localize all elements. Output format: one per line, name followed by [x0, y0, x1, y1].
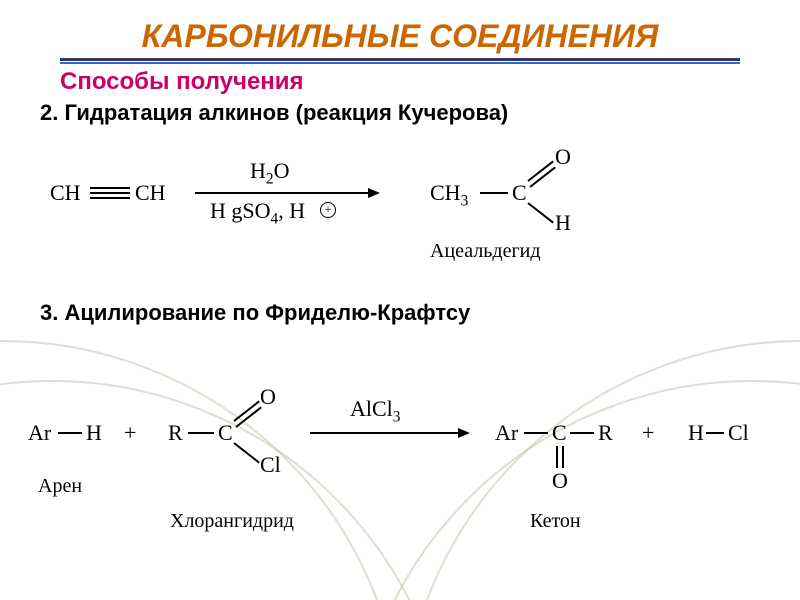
rx2-hcl-h: H [688, 420, 704, 446]
rx1-arrow-head [368, 188, 380, 198]
rx1-over-h: H2O [250, 158, 289, 188]
rx1-triple-3 [90, 197, 130, 199]
rx1-triple-2 [90, 192, 130, 194]
rx2-prod-o: O [552, 468, 568, 494]
rx2-prod-c: C [552, 420, 567, 446]
rx1-product-label: Ацеальдегид [430, 240, 541, 263]
rx1-ch-left: CH [50, 180, 81, 206]
rx2-ccl [233, 442, 259, 463]
rx2-arrow [310, 432, 460, 434]
rx1-ch [527, 202, 553, 223]
rx2-hcl-bond [706, 432, 724, 434]
rx2-plus1: + [124, 420, 136, 446]
rx1-arrow [195, 192, 370, 194]
rx1-hplus-circle: + [320, 202, 336, 218]
rx2-cl: Cl [260, 452, 281, 478]
subtitle: Способы получения [60, 68, 304, 96]
rx2-o: O [260, 384, 276, 410]
rx1-h: H [555, 210, 571, 236]
rx1-c: C [512, 180, 527, 206]
rx1-o: O [555, 144, 571, 170]
rx2-label-ketone: Кетон [530, 510, 581, 533]
rx2-prod-co-1 [556, 446, 558, 468]
rx2-hcl-cl: Cl [728, 420, 749, 446]
rx2-h: H [86, 420, 102, 446]
rx2-arrow-head [458, 428, 470, 438]
title-underline-1 [60, 58, 740, 61]
rx2-arc-bond [524, 432, 548, 434]
rx2-plus2: + [642, 420, 654, 446]
rx1-ch3: CH3 [430, 180, 468, 210]
rx2-rc-bond [188, 432, 214, 434]
rx2-prod-r: R [598, 420, 613, 446]
rx2-r: R [168, 420, 183, 446]
main-title: КАРБОНИЛЬНЫЕ СОЕДИНЕНИЯ [60, 18, 740, 55]
rx2-catalyst: AlCl3 [350, 396, 401, 426]
rx2-cr-bond [570, 432, 594, 434]
title-underline-2 [60, 62, 740, 64]
rx2-arh-bond [58, 432, 82, 434]
rx2-label-chloride: Хлорангидрид [170, 510, 294, 533]
rx1-bond-ch3c [480, 192, 508, 194]
rx2-label-arene: Арен [38, 475, 82, 498]
reaction-2: Ar H + R C O Cl AlCl3 Ar C R O + H Cl Ар… [20, 360, 780, 560]
rx1-triple-1 [90, 187, 130, 189]
rx2-prod-co-2 [562, 446, 564, 468]
rx1-under: H gSO4, H [210, 198, 305, 228]
rx1-ch-right: CH [135, 180, 166, 206]
rx2-prod-ar: Ar [495, 420, 518, 446]
section-2-heading: 2. Гидратация алкинов (реакция Кучерова) [40, 100, 508, 126]
rx2-ar: Ar [28, 420, 51, 446]
section-3-heading: 3. Ацилирование по Фриделю-Крафтсу [40, 300, 470, 326]
reaction-1: CH CH H2O H gSO4, H + CH3 C O H Ацеальде… [40, 140, 760, 280]
rx2-c: C [218, 420, 233, 446]
